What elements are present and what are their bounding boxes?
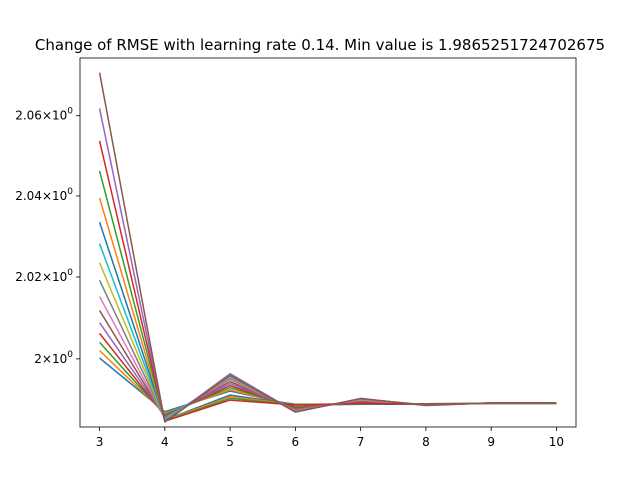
y-tick-label: 2.02×100 bbox=[15, 268, 73, 284]
series-line-15 bbox=[98, 108, 557, 423]
y-tick-label: 2.04×100 bbox=[15, 187, 73, 203]
y-tick-base: 2×10 bbox=[34, 352, 67, 366]
series-line-6 bbox=[98, 310, 557, 419]
series-line-11 bbox=[98, 221, 557, 421]
series-line-9 bbox=[98, 262, 557, 420]
series-line-7 bbox=[98, 296, 557, 420]
y-tick-label: 2.06×100 bbox=[15, 107, 73, 123]
chart-title: Change of RMSE with learning rate 0.14. … bbox=[35, 36, 605, 54]
series-line-13 bbox=[98, 170, 557, 422]
x-axis: 3 4 5 6 7 8 9 10 bbox=[96, 427, 564, 449]
y-tick-base: 2.04×10 bbox=[15, 189, 67, 203]
x-tick-label: 6 bbox=[292, 435, 300, 449]
series-lines bbox=[98, 72, 557, 423]
series-line-16 bbox=[98, 72, 557, 423]
x-tick-label: 3 bbox=[96, 435, 104, 449]
y-tick-exponent: 0 bbox=[67, 268, 73, 278]
y-tick-exponent: 0 bbox=[67, 350, 73, 360]
y-tick-exponent: 0 bbox=[67, 107, 73, 117]
series-line-8 bbox=[98, 279, 557, 420]
series-line-12 bbox=[98, 197, 557, 422]
x-tick-label: 4 bbox=[161, 435, 169, 449]
x-tick-label: 9 bbox=[487, 435, 495, 449]
series-line-14 bbox=[98, 140, 557, 422]
y-tick-exponent: 0 bbox=[67, 187, 73, 197]
series-line-10 bbox=[98, 243, 557, 421]
x-tick-label: 8 bbox=[422, 435, 430, 449]
x-tick-label: 5 bbox=[226, 435, 234, 449]
plot-frame bbox=[79, 57, 577, 428]
x-tick-label: 7 bbox=[357, 435, 365, 449]
x-tick-label: 10 bbox=[549, 435, 564, 449]
y-tick-base: 2.06×10 bbox=[15, 109, 67, 123]
y-tick-label: 2×100 bbox=[34, 350, 73, 366]
y-tick-base: 2.02×10 bbox=[15, 270, 67, 284]
